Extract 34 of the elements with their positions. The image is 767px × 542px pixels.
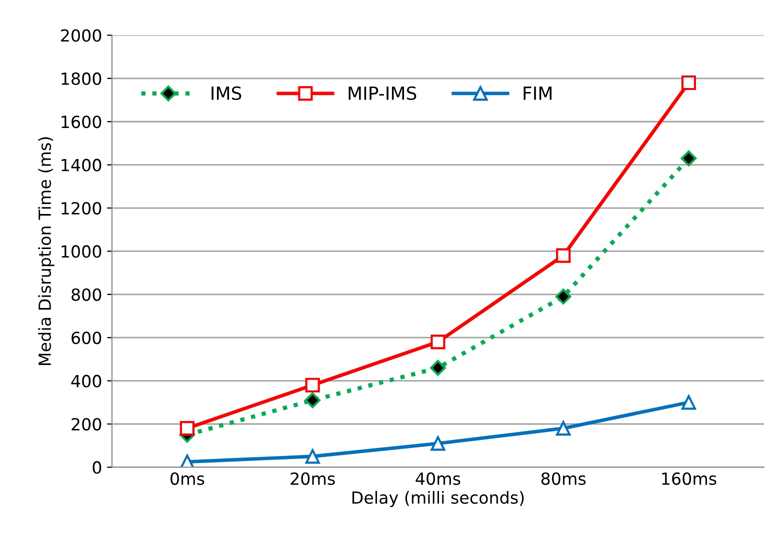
point: [556, 248, 571, 263]
x-tick-label: 40ms: [416, 472, 460, 485]
point: [305, 378, 320, 392]
legend-label: MIP-IMS: [348, 86, 416, 100]
y-tick-label: 400: [71, 374, 102, 388]
legend-label: IMS: [212, 86, 242, 100]
y-tick-label: 2000: [61, 29, 102, 42]
y-tick-label: 0: [92, 461, 102, 474]
y-axis-title: Media Disruption Time (ms): [38, 137, 54, 365]
point: [555, 288, 572, 304]
point: [556, 421, 571, 436]
point: [430, 360, 446, 376]
x-tick-label: 160ms: [662, 472, 716, 485]
y-tick-label: 1600: [62, 116, 102, 128]
point: [681, 395, 696, 410]
x-axis-title: Delay (milli seconds): [352, 490, 524, 508]
point: [430, 334, 446, 350]
x-tick-label: 20ms: [290, 472, 335, 485]
point: [305, 449, 320, 464]
y-tick-label: 600: [72, 332, 102, 344]
y-tick-label: 1800: [62, 72, 102, 85]
point: [681, 75, 696, 90]
point: [680, 150, 697, 166]
point: [304, 392, 320, 408]
y-tick-label: 1200: [62, 202, 102, 215]
y-tick-label: 800: [72, 288, 102, 301]
point: [180, 421, 194, 436]
legend-label: FIM: [524, 86, 552, 100]
y-tick-label: 1000: [62, 245, 102, 258]
y-tick-label: 200: [72, 418, 102, 431]
y-tick-label: 1400: [62, 158, 102, 172]
x-tick-label: 80ms: [541, 472, 586, 485]
x-tick-label: 0ms: [170, 472, 204, 485]
point: [430, 436, 446, 451]
